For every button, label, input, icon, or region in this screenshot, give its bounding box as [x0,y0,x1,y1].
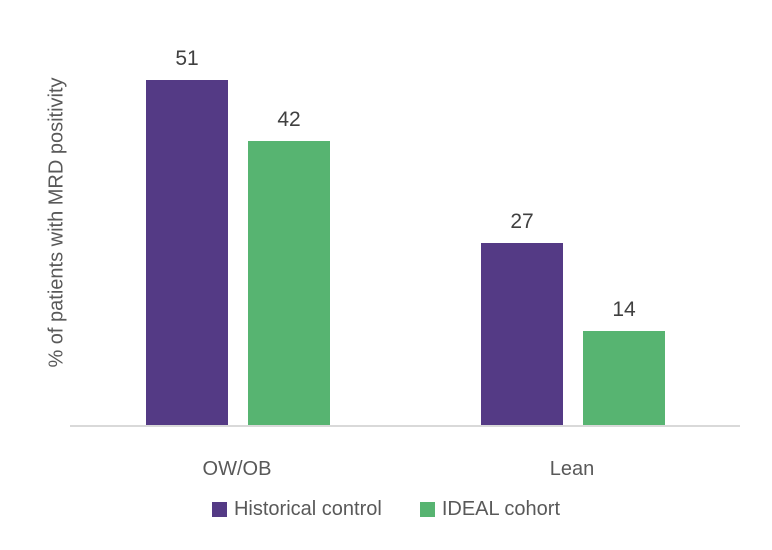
legend: Historical control IDEAL cohort [0,498,772,521]
bar-ideal-cohort-owob [248,141,330,426]
legend-label-ideal-cohort: IDEAL cohort [441,498,561,520]
legend-item-historical-control: Historical control [211,498,382,521]
legend-label-historical-control: Historical control [233,498,382,520]
legend-swatch-ideal-cohort-icon [419,502,435,517]
bar-ideal-cohort-lean [583,331,665,426]
legend-item-ideal-cohort: IDEAL cohort [419,498,561,521]
value-label: 42 [277,108,301,131]
x-category-label-lean: Lean [549,458,595,480]
value-label: 14 [612,298,636,321]
x-axis-line [70,425,740,427]
value-label: 27 [510,210,534,233]
legend-swatch-historical-control-icon [211,502,227,517]
value-label: 51 [175,47,199,70]
bar-historical-control-lean [481,243,563,426]
x-category-label-owob: OW/OB [202,458,272,480]
bar-historical-control-owob [146,80,228,426]
